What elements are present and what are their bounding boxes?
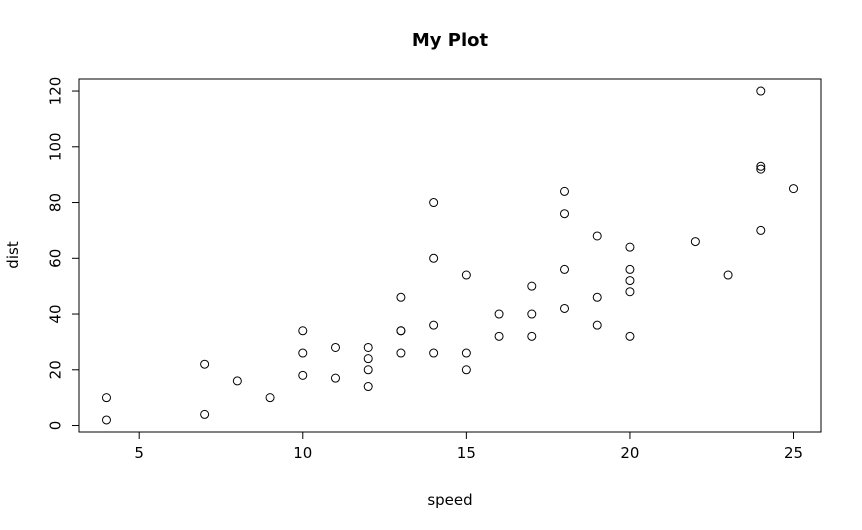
x-axis-label: speed (427, 491, 472, 509)
plot-frame (78, 78, 822, 433)
y-tick-label: 20 (46, 360, 64, 379)
data-point (396, 348, 406, 358)
y-tick-label: 80 (46, 193, 64, 212)
data-point (429, 253, 439, 263)
data-point (592, 292, 602, 302)
data-point (429, 198, 439, 208)
data-point (625, 242, 635, 252)
data-point (494, 309, 504, 319)
data-point (265, 393, 275, 403)
data-point (461, 365, 471, 375)
data-point (560, 303, 570, 313)
data-point (494, 331, 504, 341)
y-tick-label: 100 (46, 132, 64, 161)
data-point (560, 264, 570, 274)
data-point (461, 270, 471, 280)
x-tick-label: 5 (134, 444, 144, 462)
data-point (200, 359, 210, 369)
data-point (298, 370, 308, 380)
data-point (625, 264, 635, 274)
data-point (723, 270, 733, 280)
data-point (396, 326, 406, 336)
data-point (429, 348, 439, 358)
data-point (461, 348, 471, 358)
y-tick-label: 0 (46, 421, 64, 431)
x-axis: 5 10 15 20 25 (134, 431, 803, 462)
y-axis-label: dist (4, 241, 22, 269)
x-tick-label: 25 (784, 444, 803, 462)
data-point (560, 186, 570, 196)
data-point (330, 373, 340, 383)
data-point (789, 184, 799, 194)
data-point (429, 320, 439, 330)
data-point (363, 342, 373, 352)
data-point (363, 382, 373, 392)
data-point (625, 287, 635, 297)
data-point (396, 292, 406, 302)
data-point (330, 342, 340, 352)
data-point (756, 161, 766, 171)
y-tick-label: 40 (46, 304, 64, 323)
data-point (298, 348, 308, 358)
data-point (756, 86, 766, 96)
data-point (298, 326, 308, 336)
data-point (592, 320, 602, 330)
data-point (756, 164, 766, 174)
data-point (363, 354, 373, 364)
data-point (363, 365, 373, 375)
x-tick-label: 10 (293, 444, 312, 462)
chart-title: My Plot (412, 30, 489, 51)
data-point (690, 237, 700, 247)
data-point (101, 393, 111, 403)
data-point (232, 376, 242, 386)
data-point (527, 331, 537, 341)
data-point (527, 281, 537, 291)
data-point (625, 276, 635, 286)
y-axis: 0 20 40 60 80 100 120 (46, 77, 80, 431)
data-point (560, 209, 570, 219)
x-tick-label: 15 (457, 444, 476, 462)
y-tick-label: 60 (46, 249, 64, 268)
x-tick-label: 20 (620, 444, 639, 462)
data-points (101, 86, 799, 425)
data-point (101, 415, 111, 425)
data-point (625, 331, 635, 341)
y-tick-label: 120 (46, 77, 64, 106)
data-point (527, 309, 537, 319)
data-point (592, 231, 602, 241)
data-point (756, 225, 766, 235)
data-point (200, 409, 210, 419)
